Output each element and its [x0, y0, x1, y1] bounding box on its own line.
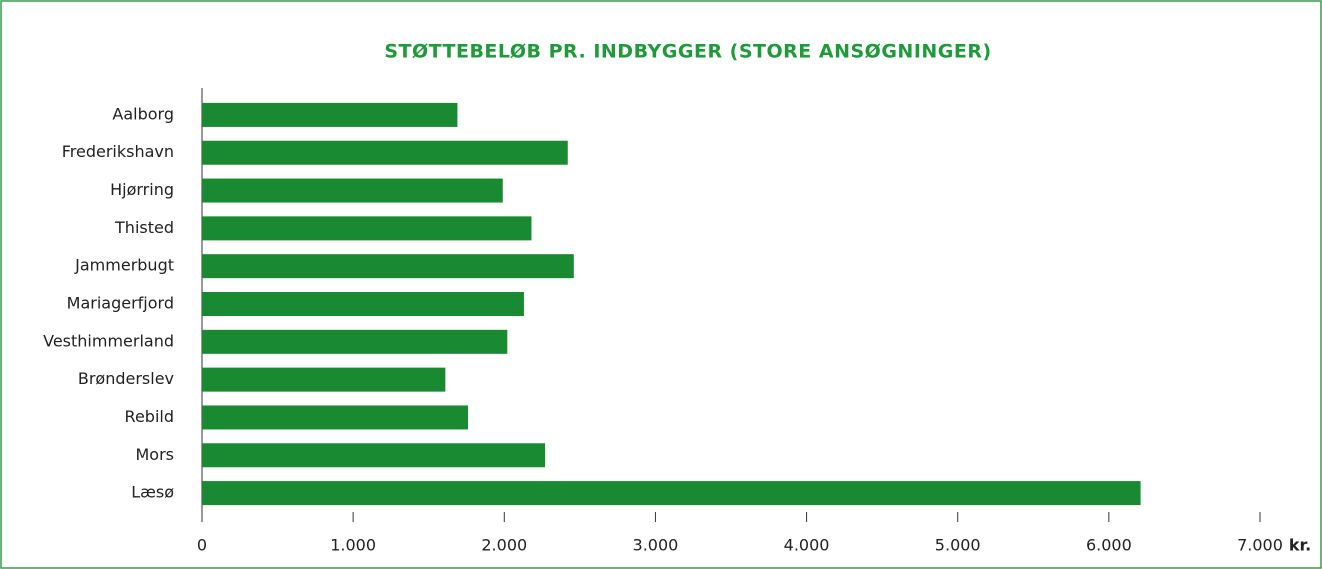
y-tick-label: Frederikshavn [62, 142, 174, 161]
x-axis-label: kr. [1289, 536, 1311, 555]
y-tick-label: Mariagerfjord [67, 294, 174, 313]
bar [202, 329, 508, 354]
x-tick-label: 3.000 [633, 536, 679, 555]
y-tick-label: Vesthimmerland [43, 331, 174, 350]
x-tick-label: 5.000 [935, 536, 981, 555]
y-tick-label: Aalborg [112, 104, 174, 123]
x-tick-label: 6.000 [1086, 536, 1132, 555]
x-tick-label: 2.000 [481, 536, 527, 555]
bar [202, 140, 568, 165]
y-tick-label: Thisted [114, 218, 174, 237]
bar [202, 443, 546, 468]
x-tick-label: 4.000 [784, 536, 830, 555]
y-tick-label: Læsø [131, 483, 174, 502]
x-tick-label: 7.000 [1237, 536, 1283, 555]
y-tick-label: Hjørring [110, 180, 174, 199]
bar [202, 254, 574, 279]
bar [202, 481, 1141, 506]
bar [202, 102, 458, 127]
y-tick-label: Mors [135, 445, 174, 464]
y-tick-label: Rebild [125, 407, 174, 426]
bar [202, 367, 446, 392]
bar [202, 216, 532, 241]
y-tick-label: Jammerbugt [74, 256, 174, 275]
bar [202, 178, 503, 203]
chart-title: STØTTEBELØB PR. INDBYGGER (STORE ANSØGNI… [384, 41, 991, 63]
bar [202, 405, 469, 430]
x-tick-label: 0 [197, 536, 207, 555]
x-tick-label: 1.000 [330, 536, 376, 555]
y-tick-label: Brønderslev [78, 369, 174, 388]
bar [202, 292, 524, 316]
